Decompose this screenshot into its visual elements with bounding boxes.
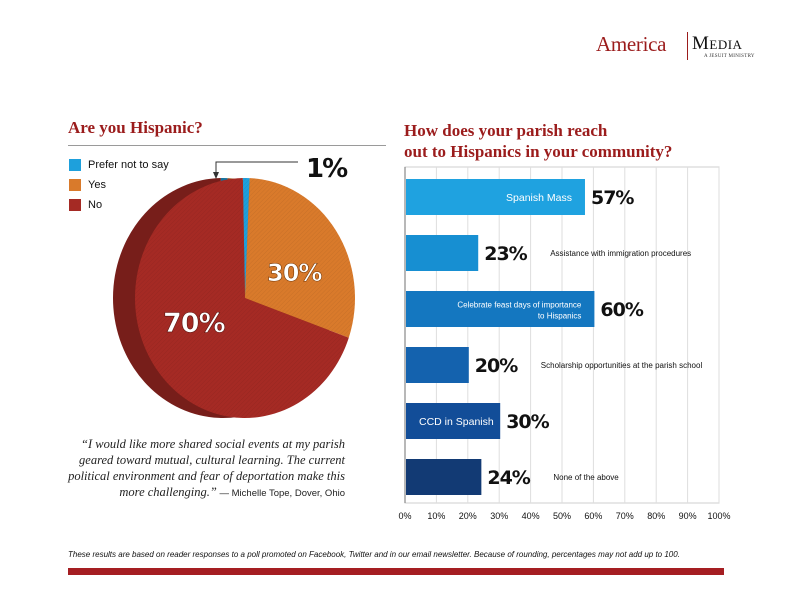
bar-chart-title-line2: out to Hispanics in your community?: [404, 142, 673, 161]
logo-america-text: America: [596, 32, 667, 56]
pie-slice-texture: [135, 178, 349, 418]
bar-chart-title: How does your parish reach out to Hispan…: [404, 120, 744, 162]
legend-swatch: [69, 179, 81, 191]
bar: [406, 179, 585, 215]
legend-item: No: [69, 195, 169, 215]
x-tick-label: 50%: [553, 511, 571, 521]
bar: [406, 403, 501, 439]
legend-swatch: [69, 199, 81, 211]
bar-value-label: 24%: [487, 467, 530, 489]
legend-item: Yes: [69, 175, 169, 195]
bottom-bar: [68, 568, 724, 575]
reader-quote: “I would like more shared social events …: [60, 436, 345, 502]
bar-value-label: 20%: [475, 355, 518, 377]
x-tick-label: 100%: [707, 511, 730, 521]
logo-subtitle: A JESUIT MINISTRY: [704, 54, 755, 59]
legend-swatch: [69, 159, 81, 171]
bar-value-label: 60%: [600, 299, 643, 321]
quote-attribution: — Michelle Tope, Dover, Ohio: [216, 488, 345, 499]
x-tick-label: 60%: [584, 511, 602, 521]
pie-label-no: 70%: [163, 308, 226, 339]
x-tick-label: 90%: [679, 511, 697, 521]
bar-category-label: CCD in Spanish: [419, 416, 494, 428]
x-tick-label: 10%: [427, 511, 445, 521]
bar: [406, 347, 469, 383]
pie-legend: Prefer not to say Yes No: [69, 155, 169, 215]
legend-label: No: [88, 199, 103, 211]
x-tick-label: 80%: [647, 511, 665, 521]
pie-leader-line: [215, 161, 298, 176]
bar: [406, 459, 482, 495]
pie-slice-texture: [245, 178, 355, 338]
pie-leader-arrow: [213, 172, 219, 179]
logo-media-text: Media: [692, 33, 743, 54]
title-rule: [68, 145, 386, 146]
x-tick-label: 30%: [490, 511, 508, 521]
bar-value-label: 57%: [591, 187, 634, 209]
footnote: These results are based on reader respon…: [68, 550, 680, 559]
pie-label-prefer-not: 1%: [306, 154, 348, 184]
x-tick-label: 0%: [398, 511, 411, 521]
bar: [406, 291, 595, 327]
bar-chart-title-line1: How does your parish reach: [404, 121, 608, 140]
bar: [406, 235, 479, 271]
bar-category-label: to Hispanics: [538, 312, 582, 321]
x-tick-label: 40%: [522, 511, 540, 521]
legend-item: Prefer not to say: [69, 155, 169, 175]
bar-category-label: None of the above: [553, 473, 619, 482]
bar-value-label: 23%: [484, 243, 527, 265]
bar-category-label: Spanish Mass: [506, 192, 572, 204]
pie-label-yes: 30%: [267, 259, 322, 287]
america-media-logo: America Media A JESUIT MINISTRY: [596, 30, 766, 66]
pie-chart: 1% 30% 70%: [113, 154, 355, 418]
legend-label: Prefer not to say: [88, 159, 169, 171]
pie-slice-texture: [242, 178, 250, 298]
x-tick-label: 20%: [459, 511, 477, 521]
bar-category-label: Assistance with immigration procedures: [550, 249, 691, 258]
bar-chart: 0% 10% 20% 30% 40% 50% 60% 70% 80% 90% 100% 57% Span…: [398, 166, 731, 521]
bar-value-label: 30%: [506, 411, 549, 433]
legend-label: Yes: [88, 179, 106, 191]
quote-text: “I would like more shared social events …: [68, 437, 345, 499]
bar-category-label: Celebrate feast days of importance: [457, 301, 582, 310]
pie-chart-title: Are you Hispanic?: [68, 118, 203, 137]
x-tick-label: 70%: [616, 511, 634, 521]
bar-category-label: Scholarship opportunities at the parish …: [541, 361, 703, 370]
logo-divider: [687, 32, 688, 60]
